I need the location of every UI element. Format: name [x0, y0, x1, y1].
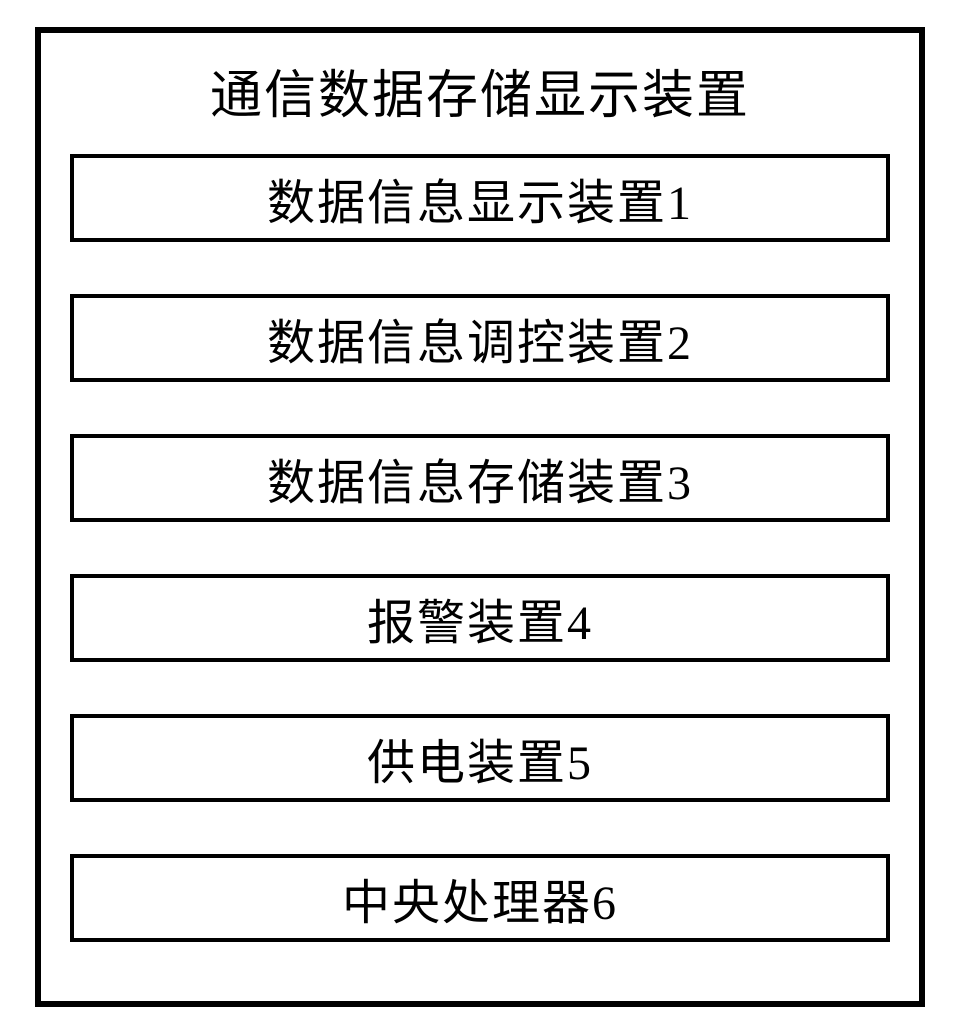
component-box-3: 数据信息存储装置3: [70, 434, 890, 522]
component-label: 数据信息显示装置1: [267, 163, 693, 233]
component-box-4: 报警装置4: [70, 574, 890, 662]
component-label: 数据信息存储装置3: [267, 443, 693, 513]
component-label: 报警装置4: [367, 583, 593, 653]
component-label: 中央处理器6: [342, 863, 618, 933]
component-box-6: 中央处理器6: [70, 854, 890, 942]
diagram-container: 通信数据存储显示装置 数据信息显示装置1 数据信息调控装置2 数据信息存储装置3…: [35, 27, 925, 1007]
component-label: 供电装置5: [367, 723, 593, 793]
diagram-title: 通信数据存储显示装置: [210, 53, 750, 128]
component-box-5: 供电装置5: [70, 714, 890, 802]
component-label: 数据信息调控装置2: [267, 303, 693, 373]
component-box-2: 数据信息调控装置2: [70, 294, 890, 382]
component-box-1: 数据信息显示装置1: [70, 154, 890, 242]
